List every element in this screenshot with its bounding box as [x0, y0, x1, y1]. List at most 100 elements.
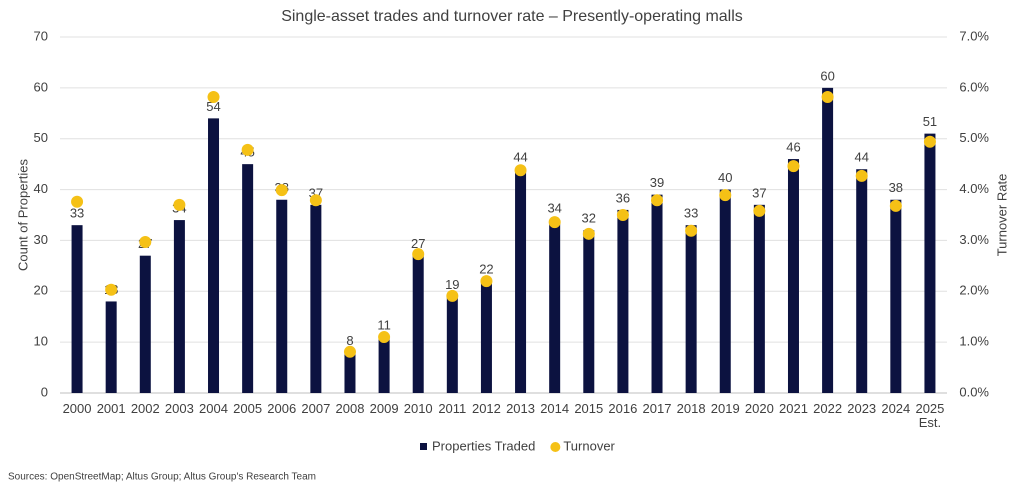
x-tick-label: 2004 [199, 401, 228, 416]
turnover-dot [582, 227, 595, 240]
data-label: 33 [70, 206, 84, 221]
bar [856, 169, 868, 393]
y2-tick-label: 4.0% [959, 181, 989, 196]
turnover-dot [651, 194, 664, 207]
y-tick-label: 20 [34, 283, 48, 298]
turnover-dot [207, 91, 220, 104]
y2-tick-label: 5.0% [959, 130, 989, 145]
data-label: 27 [411, 236, 425, 251]
x-tick-label: 2006 [267, 401, 297, 416]
bar [583, 230, 595, 393]
y2-tick-label: 7.0% [959, 28, 989, 43]
turnover-dot [889, 199, 902, 212]
x-tick-label: 2008 [335, 401, 365, 416]
x-tick-label: 2014 [540, 401, 570, 416]
turnover-dot [275, 184, 288, 197]
y2-tick-label: 6.0% [959, 79, 989, 94]
bar [208, 118, 220, 393]
y2-axis-title: Turnover Rate [994, 174, 1009, 257]
bar [890, 199, 902, 393]
turnover-dot [343, 345, 356, 358]
x-tick-label: 2013 [506, 401, 535, 416]
data-label: 8 [346, 333, 353, 348]
x-tick-label: 2015 [574, 401, 604, 416]
y-tick-label: 0 [41, 384, 48, 399]
x-tick-label: 2025 Est. [915, 401, 945, 430]
data-label: 36 [616, 190, 630, 205]
data-label: 44 [854, 150, 868, 165]
bar [787, 159, 799, 393]
data-label: 40 [718, 170, 732, 185]
turnover-dot [173, 198, 186, 211]
y2-tick-label: 3.0% [959, 232, 989, 247]
data-label: 38 [889, 180, 903, 195]
source-note: Sources: OpenStreetMap; Altus Group; Alt… [8, 472, 316, 483]
x-tick-label: 2018 [676, 401, 706, 416]
turnover-dot [241, 143, 254, 156]
y-tick-label: 40 [34, 181, 48, 196]
legend-swatch [550, 442, 561, 452]
bar [105, 301, 117, 393]
legend-label: Turnover [563, 438, 615, 453]
x-tick-label: 2019 [710, 401, 740, 416]
turnover-dot [480, 275, 493, 288]
x-tick-label: 2007 [301, 401, 331, 416]
turnover-dot [753, 204, 766, 217]
bar [242, 164, 254, 393]
x-tick-label: 2020 [744, 401, 774, 416]
turnover-dot [412, 248, 425, 261]
turnover-dot [446, 289, 459, 302]
y-tick-label: 50 [34, 130, 48, 145]
x-tick-label: 2002 [130, 401, 160, 416]
x-tick-label: 2017 [642, 401, 672, 416]
bar [515, 169, 527, 393]
data-label: 54 [206, 99, 220, 114]
x-tick-label: 2023 [847, 401, 877, 416]
x-tick-label: 2003 [164, 401, 194, 416]
turnover-dot [309, 194, 322, 207]
x-tick-label: 2024 [881, 401, 911, 416]
bar [71, 225, 83, 393]
x-tick-label: 2005 [233, 401, 263, 416]
turnover-dot [514, 164, 527, 177]
turnover-dot [821, 91, 834, 104]
bar [378, 337, 390, 393]
bar [685, 225, 697, 393]
bar [412, 255, 424, 393]
data-label: 11 [377, 317, 391, 332]
x-tick-label: 2022 [813, 401, 843, 416]
data-label: 44 [513, 150, 527, 165]
turnover-dot [378, 331, 391, 344]
y2-tick-label: 2.0% [959, 283, 989, 298]
bar [617, 209, 629, 393]
data-label: 60 [820, 68, 834, 83]
legend-label: Properties Traded [432, 438, 535, 453]
bar [446, 296, 458, 393]
legend-swatch [420, 443, 427, 450]
x-tick-label: 2009 [369, 401, 399, 416]
turnover-dot [548, 216, 561, 229]
x-tick-label: 2012 [471, 401, 501, 416]
data-label: 33 [684, 206, 698, 221]
bar [549, 220, 561, 393]
turnover-dot [923, 135, 936, 148]
y2-tick-label: 0.0% [959, 384, 989, 399]
bar [753, 204, 765, 393]
turnover-dot [71, 195, 84, 208]
bar [924, 133, 936, 393]
x-tick-label: 2021 [779, 401, 808, 416]
bar [344, 352, 356, 393]
y-tick-label: 60 [34, 79, 48, 94]
data-label: 34 [547, 201, 561, 216]
y-tick-label: 10 [34, 334, 48, 349]
bar [310, 204, 322, 393]
turnover-dot [105, 283, 118, 296]
turnover-dot [616, 209, 629, 221]
x-tick-label: 2000 [62, 401, 92, 416]
chart-title: Single-asset trades and turnover rate – … [281, 8, 743, 25]
y-tick-label: 30 [34, 232, 48, 247]
y-tick-label: 70 [34, 28, 48, 43]
data-label: 32 [582, 211, 596, 226]
x-tick-label: 2001 [96, 401, 126, 416]
